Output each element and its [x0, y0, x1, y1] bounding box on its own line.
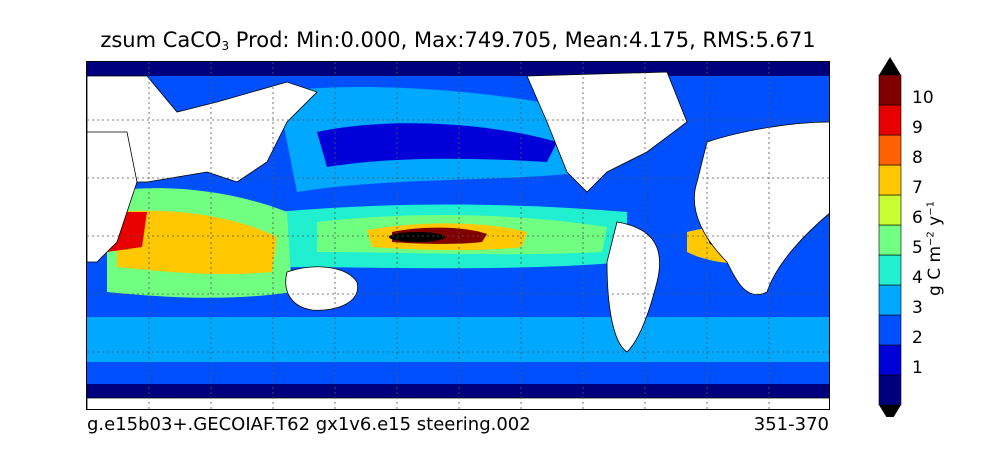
title-prefix: zsum CaCO	[100, 28, 222, 52]
cbar-extend-min	[879, 405, 901, 417]
title-rest: Prod: Min:0.000, Max:749.705, Mean:4.175…	[229, 28, 816, 52]
cbar-tick-5: 5	[912, 238, 923, 258]
cbar-tick-2: 2	[912, 328, 923, 348]
year-range: 351-370	[753, 414, 829, 435]
cbar-segment	[878, 74, 902, 106]
cbar-segment	[878, 194, 902, 226]
cbar-segment	[878, 374, 902, 406]
cbar-segment	[878, 314, 902, 346]
cbar-tick-9: 9	[912, 118, 923, 138]
land-antarctica	[87, 397, 829, 409]
cbar-segment	[878, 104, 902, 136]
cbar-extend-max	[879, 57, 901, 75]
plot-title: zsum CaCO3 Prod: Min:0.000, Max:749.705,…	[0, 28, 916, 53]
cbar-segment	[878, 224, 902, 256]
cbar-segment	[878, 284, 902, 316]
indian-ocean-high	[117, 210, 277, 275]
units-mid: y	[925, 215, 945, 232]
cbar-segment	[878, 164, 902, 196]
arctic-band	[87, 62, 829, 76]
case-name: g.e15b03+.GECOIAF.T62 gx1v6.e15 steering…	[87, 414, 531, 435]
land-south-america	[606, 221, 660, 353]
cbar-segment	[878, 134, 902, 166]
land-africa-europe	[693, 121, 829, 295]
cbar-segment	[878, 344, 902, 376]
cbar-tick-4: 4	[912, 268, 923, 288]
cbar-segment	[878, 254, 902, 286]
units-main: g C m	[925, 245, 945, 296]
land-north-america	[526, 71, 688, 193]
cbar-tick-10: 10	[912, 88, 934, 108]
land-australia	[285, 266, 358, 311]
land-eurasia	[87, 75, 318, 183]
ocean-map	[86, 61, 830, 410]
cbar-tick-7: 7	[912, 178, 923, 198]
cbar-tick-1: 1	[912, 358, 923, 378]
units-exp2: −1	[925, 201, 937, 216]
cbar-tick-6: 6	[912, 208, 923, 228]
cbar-tick-3: 3	[912, 298, 923, 318]
title-subscript: 3	[221, 39, 230, 53]
cbar-tick-8: 8	[912, 148, 923, 168]
map-canvas	[87, 62, 829, 409]
map-grid	[87, 62, 829, 409]
colorbar-segments	[878, 57, 902, 417]
colorbar-units: g C m−2 y−1	[925, 201, 945, 296]
equatorial-peak	[389, 232, 445, 242]
land-africa-east	[87, 131, 138, 263]
north-pacific-low	[317, 123, 557, 167]
units-exp1: −2	[925, 231, 937, 246]
colorbar	[878, 57, 902, 417]
